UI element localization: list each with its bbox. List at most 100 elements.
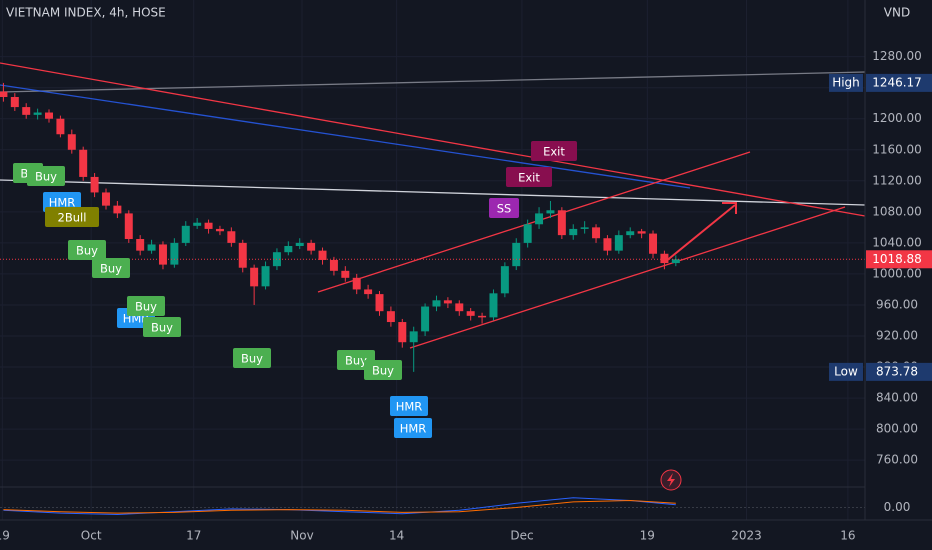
candle-body bbox=[238, 242, 247, 268]
chart-title: VIETNAM INDEX, 4h, HOSE bbox=[6, 6, 166, 20]
candle-body bbox=[0, 91, 8, 97]
candle-body bbox=[45, 112, 53, 119]
drawings bbox=[0, 62, 866, 349]
last-price-box bbox=[866, 250, 932, 269]
candle-body bbox=[307, 242, 316, 251]
signal-tag bbox=[92, 258, 130, 278]
signal-label: HMR bbox=[400, 422, 427, 436]
signal-tag bbox=[233, 348, 271, 368]
ma-line bbox=[0, 84, 691, 189]
candle-body bbox=[637, 231, 646, 234]
candle-body bbox=[569, 228, 578, 236]
trend-line bbox=[0, 62, 866, 217]
candle-body bbox=[147, 244, 156, 251]
y-tick-label: 1160.00 bbox=[872, 142, 922, 156]
candle-body bbox=[489, 293, 498, 318]
candle-body bbox=[398, 322, 407, 343]
candle-body bbox=[22, 107, 31, 115]
signal-tag bbox=[506, 167, 552, 187]
candle-body bbox=[614, 235, 623, 251]
candle-body bbox=[500, 266, 509, 294]
y-tick-label: 760.00 bbox=[876, 453, 918, 467]
marker-box bbox=[866, 73, 932, 92]
candle-body bbox=[79, 149, 88, 177]
indicator-line bbox=[3, 497, 676, 516]
candle-body bbox=[535, 213, 544, 225]
candle-body bbox=[250, 267, 259, 287]
marker-value: 1246.17 bbox=[872, 75, 922, 89]
signal-tag bbox=[394, 418, 432, 438]
alert-bolt bbox=[667, 473, 675, 487]
candle-body bbox=[671, 259, 680, 264]
currency: VND bbox=[884, 6, 910, 20]
arrow-head bbox=[722, 202, 737, 214]
candle-body bbox=[56, 118, 65, 135]
y-tick-label: 960.00 bbox=[876, 297, 918, 311]
candle-body bbox=[341, 270, 350, 278]
candle-body bbox=[443, 300, 452, 304]
y-tick-label: 1200.00 bbox=[872, 111, 922, 125]
y-tick-label: 840.00 bbox=[876, 391, 918, 405]
x-tick-label: 17 bbox=[186, 529, 201, 543]
candle-body bbox=[227, 231, 236, 243]
channel-line bbox=[317, 151, 751, 293]
candle-body bbox=[386, 311, 395, 323]
candle-body bbox=[364, 289, 373, 295]
candle-body bbox=[329, 259, 338, 271]
y-tick-label: 1040.00 bbox=[872, 235, 922, 249]
signal-label: Buy bbox=[76, 244, 98, 258]
x-tick-label: 14 bbox=[389, 529, 404, 543]
signal-tag bbox=[143, 317, 181, 337]
candle-body bbox=[557, 210, 566, 236]
x-tick-label: Nov bbox=[290, 529, 313, 543]
signal-tag bbox=[390, 396, 428, 416]
candle-body bbox=[261, 266, 270, 287]
candle-body bbox=[375, 294, 384, 312]
signal-label: Buy bbox=[345, 354, 367, 368]
x-tick-label: 16 bbox=[840, 529, 855, 543]
candle-body bbox=[101, 192, 110, 206]
signal-label: Exit bbox=[543, 145, 565, 159]
signal-label: 2Bull bbox=[58, 211, 87, 225]
candle-body bbox=[546, 210, 555, 214]
signal-tag bbox=[68, 240, 106, 260]
x-tick-label: 2023 bbox=[731, 529, 762, 543]
signal-label: Exit bbox=[518, 171, 540, 185]
candle-body bbox=[512, 242, 521, 267]
candle-body bbox=[478, 315, 487, 318]
channel-line bbox=[409, 206, 846, 349]
signal-label: HMR bbox=[49, 196, 76, 210]
indicator-pane bbox=[0, 497, 865, 516]
marker-name: High bbox=[832, 75, 860, 89]
last-price-label: 1018.88 bbox=[872, 252, 922, 266]
candles bbox=[0, 82, 865, 372]
signal-label: Buy bbox=[372, 364, 394, 378]
candle-body bbox=[90, 176, 99, 193]
signal-tag bbox=[364, 360, 402, 380]
candle-body bbox=[33, 112, 42, 115]
candle-body bbox=[67, 134, 76, 150]
marker-name: Low bbox=[834, 364, 858, 378]
candle-body bbox=[124, 213, 133, 240]
candle-body bbox=[136, 239, 145, 251]
signal-label: SS bbox=[497, 202, 512, 216]
candle-body bbox=[421, 306, 430, 332]
signal-tag bbox=[45, 207, 99, 227]
signal-label: Buy bbox=[35, 170, 57, 184]
candle-body bbox=[466, 311, 475, 316]
indicator-line bbox=[3, 499, 676, 514]
signal-tag bbox=[27, 166, 65, 186]
x-tick-label: Dec bbox=[510, 529, 533, 543]
candle-body bbox=[181, 225, 190, 243]
candle-body bbox=[204, 222, 213, 229]
candle-body bbox=[193, 222, 202, 226]
candle-body bbox=[592, 227, 601, 239]
marker-tag bbox=[829, 73, 863, 92]
axes: 760.00800.00840.00880.00920.00960.001000… bbox=[0, 49, 932, 543]
y-tick-label: 800.00 bbox=[876, 422, 918, 436]
signal-label: Buy bbox=[241, 352, 263, 366]
y-tick-label: 0.00 bbox=[884, 500, 911, 514]
